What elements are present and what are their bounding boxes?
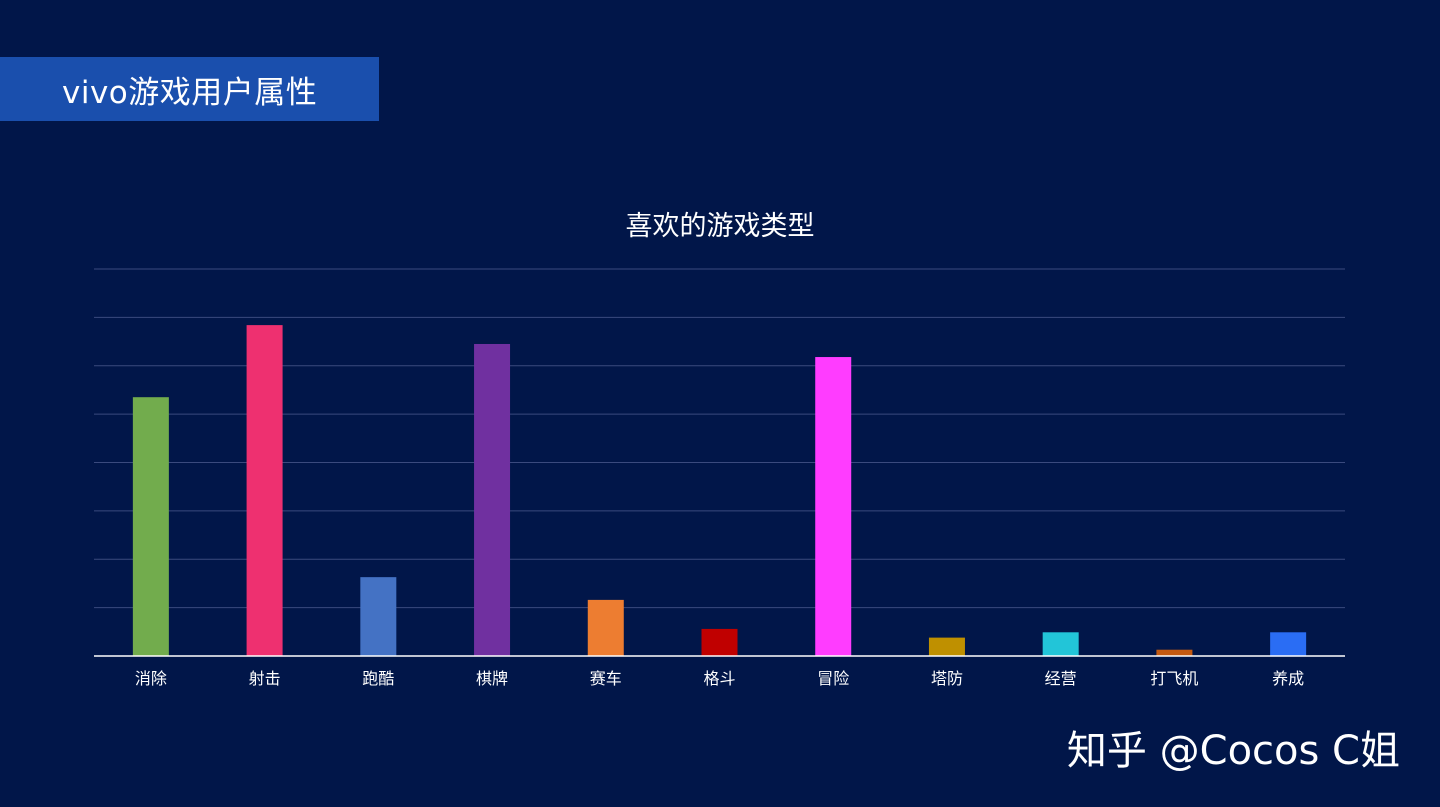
chart-title: 喜欢的游戏类型 [625,211,815,242]
bar [246,325,283,656]
bar [815,357,852,656]
bar [132,397,169,656]
bar [360,577,397,656]
x-tick-label: 射击 [249,669,281,688]
bar [587,599,624,656]
x-tick-label: 赛车 [590,669,622,688]
bar [928,637,965,656]
x-tick-label: 冒险 [817,669,849,688]
bars [132,325,1307,656]
x-tick-label: 养成 [1272,669,1304,688]
bar [701,628,738,656]
watermark: 知乎 @Cocos C姐 [1066,728,1400,774]
bar [1042,632,1079,656]
page-title: vivo游戏用户属性 [62,74,318,111]
bar [474,343,511,656]
header-band: vivo游戏用户属性 [0,57,379,121]
x-tick-label: 跑酷 [362,669,394,688]
x-tick-labels: 消除 射击 跑酷 棋牌 赛车 格斗 冒险 塔防 经营 打飞机 养成 [135,669,1304,688]
x-tick-label: 打飞机 [1150,669,1198,688]
gridlines [94,268,1345,609]
x-tick-label: 棋牌 [476,669,508,688]
bar [1156,649,1193,656]
x-tick-label: 塔防 [931,669,963,688]
x-tick-label: 经营 [1045,669,1077,688]
x-tick-label: 格斗 [703,669,735,688]
bar [1270,632,1307,656]
x-tick-label: 消除 [135,669,167,688]
